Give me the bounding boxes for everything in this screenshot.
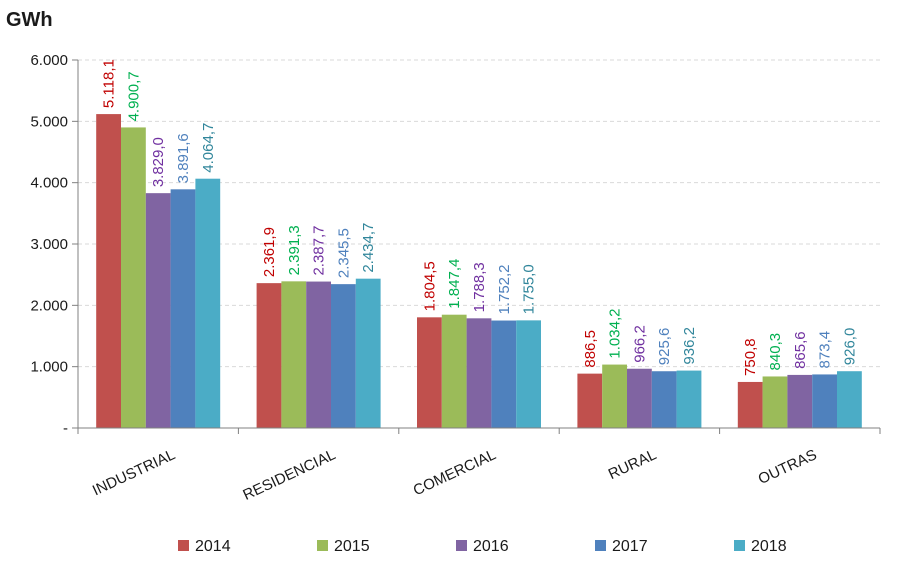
data-label: 2.434,7 xyxy=(360,223,377,273)
data-labels: 5.118,1 4.900,7 3.829,0 3.891,6 4.064,7 2.361… xyxy=(101,59,859,376)
y-tick-label: 4.000 xyxy=(30,175,68,192)
y-unit-label: GWh xyxy=(6,9,53,31)
data-label: 1.755,0 xyxy=(521,264,538,314)
bar-2018-rural xyxy=(676,370,702,428)
data-label: 2.387,7 xyxy=(311,226,328,276)
bar-2017-residencial xyxy=(331,284,356,428)
bar-2014-residencial xyxy=(256,283,282,428)
category-label: COMERCIAL xyxy=(411,446,499,499)
category-label: INDUSTRIAL xyxy=(90,446,178,499)
bar-2015-outras xyxy=(762,376,788,428)
y-tick-label: 6.000 xyxy=(30,52,68,69)
legend-label-2016: 2016 xyxy=(473,538,509,555)
legend-swatch-2014 xyxy=(178,540,189,551)
data-label: 873,4 xyxy=(817,331,834,369)
data-label: 1.788,3 xyxy=(471,262,488,312)
y-axis-ticks: - 1.000 2.000 3.000 4.000 5.000 6.000 xyxy=(30,52,68,437)
bar-2015-industrial xyxy=(121,127,146,428)
bar-2015-comercial xyxy=(441,314,467,428)
legend: 2014 2015 2016 2017 2018 xyxy=(178,538,787,555)
data-label: 5.118,1 xyxy=(101,59,118,108)
legend-swatch-2016 xyxy=(456,540,467,551)
bar-2015-rural xyxy=(602,364,627,428)
data-label: 3.891,6 xyxy=(175,133,192,183)
legend-label-2017: 2017 xyxy=(612,538,648,555)
data-label: 2.345,5 xyxy=(335,228,352,278)
bar-2014-rural xyxy=(577,373,603,428)
data-label: 4.900,7 xyxy=(125,71,142,121)
legend-label-2014: 2014 xyxy=(195,538,231,555)
y-tick-label: 2.000 xyxy=(30,297,68,314)
data-label: 936,2 xyxy=(681,327,698,365)
legend-swatch-2015 xyxy=(317,540,328,551)
data-label: 966,2 xyxy=(631,325,648,363)
legend-swatch-2017 xyxy=(595,540,606,551)
category-label: OUTRAS xyxy=(756,446,820,488)
bar-2014-comercial xyxy=(417,317,442,428)
data-label: 865,6 xyxy=(792,331,809,369)
bar-2017-rural xyxy=(651,371,677,428)
bar-2015-residencial xyxy=(281,281,307,428)
legend-label-2018: 2018 xyxy=(751,538,787,555)
category-labels: INDUSTRIAL RESIDENCIAL COMERCIAL RURAL OUTRA… xyxy=(90,446,820,504)
data-label: 925,6 xyxy=(656,328,673,366)
data-label: 750,8 xyxy=(742,338,759,376)
bar-2018-outras xyxy=(837,371,862,428)
bar-2016-residencial xyxy=(306,281,331,428)
y-tick-label: - xyxy=(63,420,68,437)
data-label: 2.361,9 xyxy=(261,227,278,277)
data-label: 4.064,7 xyxy=(200,123,217,173)
y-tick-label: 3.000 xyxy=(30,236,68,253)
legend-label-2015: 2015 xyxy=(334,538,370,555)
data-label: 1.847,4 xyxy=(446,259,463,309)
y-tick-label: 5.000 xyxy=(30,113,68,130)
axes xyxy=(72,59,881,434)
bar-2017-comercial xyxy=(491,320,517,428)
category-label: RESIDENCIAL xyxy=(240,446,338,504)
bar-2018-residencial xyxy=(355,278,381,428)
bar-2016-industrial xyxy=(145,193,171,428)
legend-swatch-2018 xyxy=(734,540,745,551)
bar-2018-comercial xyxy=(516,320,541,428)
bar-2017-industrial xyxy=(170,189,196,428)
bar-2014-outras xyxy=(737,381,763,428)
bar-2017-outras xyxy=(812,374,837,428)
data-label: 2.391,3 xyxy=(286,225,303,275)
bar-2014-industrial xyxy=(96,114,121,428)
data-label: 3.829,0 xyxy=(150,137,167,187)
bars xyxy=(96,114,862,428)
data-label: 886,5 xyxy=(582,330,599,368)
data-label: 1.034,2 xyxy=(607,309,624,359)
data-label: 1.752,2 xyxy=(496,264,513,314)
bar-2016-rural xyxy=(627,368,652,428)
category-label: RURAL xyxy=(606,446,659,483)
bar-2018-industrial xyxy=(195,178,221,428)
data-label: 840,3 xyxy=(767,333,784,371)
data-label: 926,0 xyxy=(841,328,858,366)
bar-2016-outras xyxy=(787,374,813,428)
bar-2016-comercial xyxy=(466,318,492,428)
y-tick-label: 1.000 xyxy=(30,359,68,376)
data-label: 1.804,5 xyxy=(421,261,438,311)
